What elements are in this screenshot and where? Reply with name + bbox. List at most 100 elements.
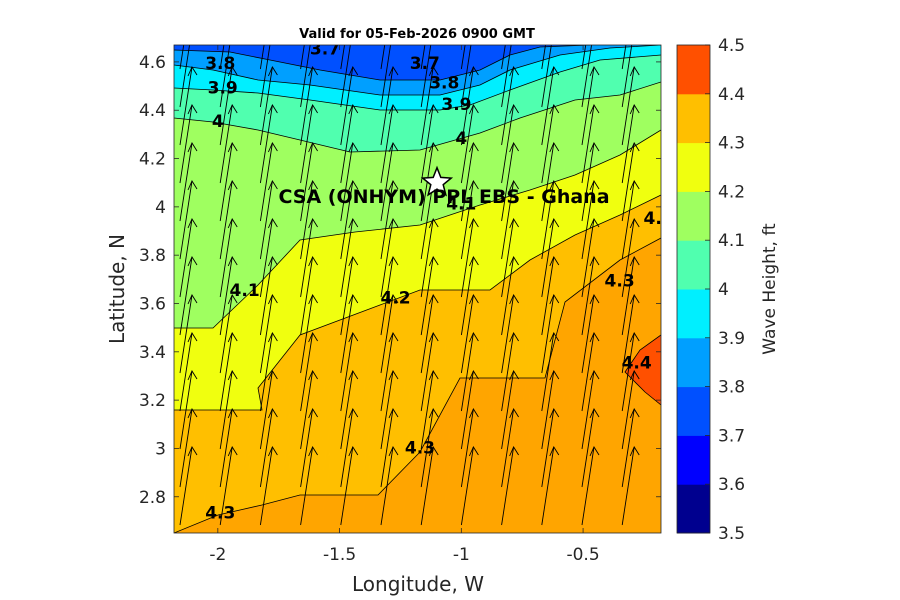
wave-arrow xyxy=(501,370,515,450)
wave-arrow-head xyxy=(509,256,519,267)
wave-arrow-head xyxy=(549,180,560,191)
wave-arrow-head xyxy=(589,332,600,343)
wave-arrow-head xyxy=(348,408,359,419)
wave-arrow-head xyxy=(549,370,560,381)
wave-arrow-head xyxy=(187,370,198,381)
wave-arrow xyxy=(179,256,193,336)
wave-arrow-head xyxy=(308,142,318,153)
wave-arrow-head xyxy=(589,370,600,381)
wave-arrow-head xyxy=(308,218,318,229)
wave-arrow xyxy=(380,294,394,374)
contour-label: 3.9 xyxy=(441,95,471,115)
wave-arrow xyxy=(541,104,555,184)
wave-arrow xyxy=(420,45,426,70)
wave-arrow-head xyxy=(388,218,399,229)
wave-arrow xyxy=(621,408,635,488)
wave-arrow-head xyxy=(589,180,600,191)
contour-label: 3.8 xyxy=(205,54,235,74)
wave-arrow xyxy=(621,45,627,70)
wave-arrow-head xyxy=(308,408,318,419)
wave-arrow xyxy=(541,218,555,298)
wave-arrow xyxy=(460,218,474,298)
wave-arrow xyxy=(581,370,595,450)
wave-arrow xyxy=(581,256,595,336)
wave-arrow xyxy=(219,180,233,260)
wave-arrow-head xyxy=(468,408,479,419)
wave-arrow-head xyxy=(348,218,359,229)
wave-arrow-head xyxy=(629,332,640,343)
wave-arrow xyxy=(621,218,635,298)
x-tick-label: -1 xyxy=(453,545,470,565)
wave-arrow xyxy=(541,142,555,222)
wave-arrow-head xyxy=(388,332,399,343)
wave-arrow xyxy=(219,446,233,526)
contour-label: 4.1 xyxy=(446,194,476,214)
wave-arrow-head xyxy=(629,446,640,457)
wave-arrow-head xyxy=(187,332,198,343)
wave-arrow xyxy=(300,142,314,222)
wave-arrow-head xyxy=(308,370,318,381)
wave-arrow-head xyxy=(589,66,600,77)
wave-arrow xyxy=(501,408,515,488)
y-tick-label: 3 xyxy=(155,439,166,459)
wave-arrow-head xyxy=(629,180,640,191)
wave-arrow xyxy=(420,332,434,412)
wave-arrow xyxy=(581,66,595,146)
wave-arrow xyxy=(219,218,233,298)
wave-arrow xyxy=(541,45,546,70)
wave-arrow xyxy=(501,66,515,146)
wave-arrow-head xyxy=(267,408,278,419)
wave-arrow xyxy=(179,180,193,260)
wave-arrow xyxy=(259,256,273,336)
site-label: CSA (ONHYM) PPL EBS - Ghana xyxy=(278,186,609,208)
wave-arrow-head xyxy=(388,142,399,153)
wave-arrow-head xyxy=(630,29,639,38)
wave-arrow-head xyxy=(267,66,278,77)
contour-line-3.8 xyxy=(174,45,661,96)
colorbar-tick-label: 4.3 xyxy=(718,134,745,154)
colorbar-tick-label: 3.8 xyxy=(718,378,745,398)
y-tick-label: 3.8 xyxy=(139,246,166,266)
wave-arrow xyxy=(179,104,193,184)
y-tick-label: 4.2 xyxy=(139,150,166,170)
wave-arrow-head xyxy=(509,332,519,343)
colorbar-tick-label: 3.7 xyxy=(718,426,745,446)
wave-arrow-head xyxy=(267,218,278,229)
wave-arrow xyxy=(420,45,432,108)
wave-arrow-head xyxy=(509,408,519,419)
wave-arrow xyxy=(340,66,354,146)
wave-arrow xyxy=(581,45,587,70)
contour-label: 4.2 xyxy=(381,288,411,308)
wave-arrow xyxy=(460,104,474,184)
wave-direction-arrows xyxy=(179,29,640,526)
wave-arrow-head xyxy=(267,104,278,115)
wave-arrow xyxy=(179,45,190,108)
wave-arrow xyxy=(259,370,273,450)
wave-arrow xyxy=(621,45,633,108)
wave-arrow-head xyxy=(388,256,399,267)
wave-arrow xyxy=(380,370,394,450)
wave-arrow-head xyxy=(509,180,519,191)
colorbar-segment xyxy=(677,191,710,241)
wave-arrow-head xyxy=(388,66,399,77)
contour-label: 3.7 xyxy=(310,40,340,60)
wave-arrow-head xyxy=(428,332,439,343)
wave-arrow xyxy=(621,142,635,222)
wave-arrow xyxy=(219,66,233,146)
wave-arrow-head xyxy=(227,408,238,419)
wave-arrow-head xyxy=(227,446,238,457)
wave-arrow xyxy=(219,370,233,450)
wave-arrow-head xyxy=(428,294,439,305)
y-tick-label: 4.4 xyxy=(139,101,166,121)
wave-arrow-head xyxy=(348,256,359,267)
wave-arrow-head xyxy=(388,294,399,305)
wave-arrow-head xyxy=(348,446,359,457)
wave-arrow xyxy=(380,104,394,184)
wave-arrow-head xyxy=(227,66,238,77)
wave-arrow xyxy=(501,45,506,70)
wave-arrow-head xyxy=(549,142,560,153)
wave-arrow-head xyxy=(348,332,359,343)
wave-arrow xyxy=(179,142,193,222)
wave-arrow-head xyxy=(267,446,278,457)
wave-arrow xyxy=(340,332,354,412)
